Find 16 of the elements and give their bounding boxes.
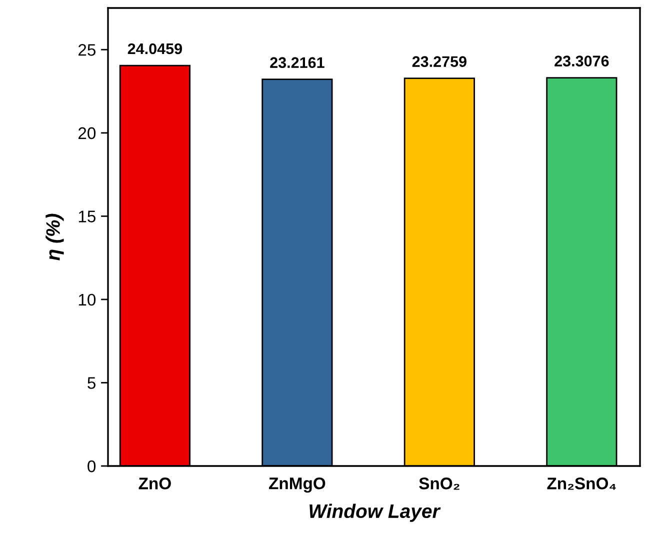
y-tick-label: 25 <box>78 44 96 56</box>
x-tick-label: ZnMgO <box>268 477 326 493</box>
x-axis-title: Window Layer <box>310 504 441 522</box>
data-label: 24.0459 <box>128 43 182 54</box>
y-axis-title: η (%) <box>46 214 64 260</box>
y-tick-label: 0 <box>88 460 96 472</box>
data-label: 23.2161 <box>270 57 324 68</box>
x-tick-label: Zn₂SnO₄ <box>547 478 616 490</box>
data-label: 23.2759 <box>412 56 466 68</box>
x-tick-label: SnO₂ <box>419 478 460 490</box>
y-tick-label: 5 <box>88 377 96 389</box>
y-tick-label: 10 <box>78 294 96 306</box>
x-tick-label: ZnO <box>138 478 171 490</box>
y-tick-label: 15 <box>78 210 96 222</box>
y-tick-label: 20 <box>78 127 96 140</box>
data-label: 23.3076 <box>554 56 609 66</box>
